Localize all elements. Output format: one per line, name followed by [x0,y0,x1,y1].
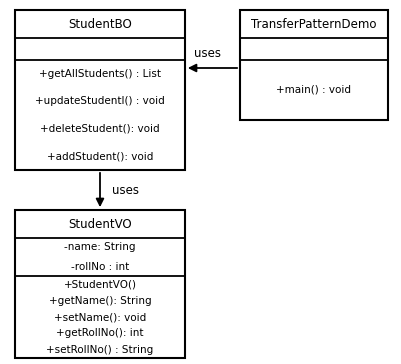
Text: +updateStudentl() : void: +updateStudentl() : void [35,96,164,106]
Text: StudentBO: StudentBO [68,17,132,31]
Text: TransferPatternDemo: TransferPatternDemo [251,17,376,31]
Text: uses: uses [194,47,221,60]
Text: StudentVO: StudentVO [68,218,132,230]
Text: -rollNo : int: -rollNo : int [71,261,129,272]
Bar [15,10,184,170]
Text: +deleteStudent(): void: +deleteStudent(): void [40,124,160,134]
Text: -name: String: -name: String [64,242,136,253]
Text: +getRollNo(): int: +getRollNo(): int [56,328,144,339]
Text: +getAllStudents() : List: +getAllStudents() : List [39,69,160,79]
Bar [239,10,387,120]
Text: +StudentVO(): +StudentVO() [63,279,136,289]
Bar [15,210,184,358]
Text: +getName(): String: +getName(): String [49,296,151,306]
Text: +addStudent(): void: +addStudent(): void [47,151,153,161]
Text: +main() : void: +main() : void [276,85,350,95]
Text: +setName(): void: +setName(): void [54,312,146,322]
Text: uses: uses [112,183,139,197]
Text: +setRollNo() : String: +setRollNo() : String [46,345,153,355]
